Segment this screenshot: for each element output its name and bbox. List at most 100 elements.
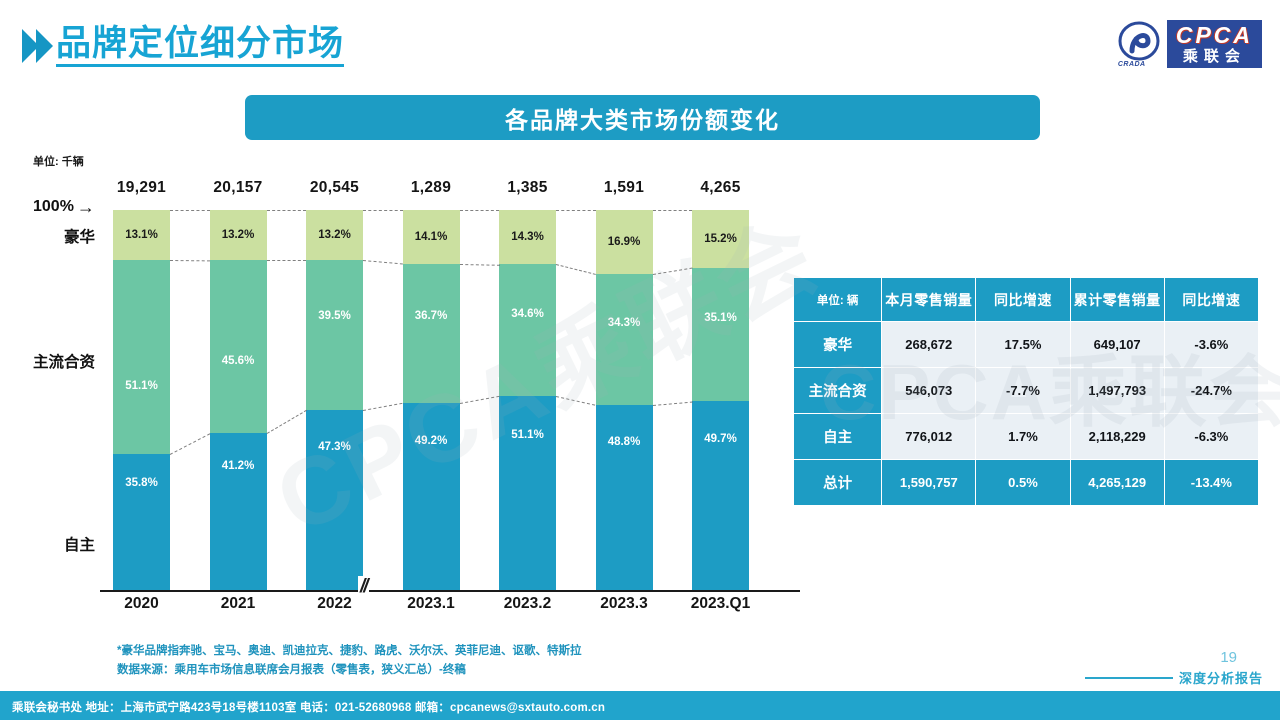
- footer-contact-text: 乘联会秘书处 地址：上海市武宁路423号18号楼1103室 电话：021-526…: [12, 701, 606, 714]
- axis-100-text: 100%: [33, 198, 74, 215]
- bar-segment-joint: 39.5%: [306, 260, 363, 411]
- cpca-logo: CRADA CPCA 乘联会: [1117, 20, 1262, 69]
- x-axis-tick-label: 2023.2: [503, 595, 552, 612]
- bar-column: 4,265 15.2% 35.1% 49.7%: [692, 179, 749, 590]
- bar-segment-label: 49.7%: [704, 433, 737, 446]
- table-cell: -24.7%: [1163, 367, 1260, 414]
- logo-wordmark: CPCA 乘联会: [1166, 20, 1262, 69]
- bar-total-label: 20,545: [309, 179, 360, 196]
- bar-column: 20,545 13.2% 39.5% 47.3%: [306, 179, 363, 590]
- table-cell: 776,012: [881, 413, 977, 460]
- table-cell: -6.3%: [1163, 413, 1260, 460]
- bar-column: 1,591 16.9% 34.3% 48.8%: [595, 179, 653, 590]
- segment-connector-line: [363, 210, 403, 211]
- segment-connector-line: [459, 395, 500, 405]
- logo-brand-text: CPCA: [1175, 22, 1253, 48]
- bar-segment-luxury: 15.2%: [692, 210, 749, 268]
- bar-segment-luxury: 13.2%: [209, 210, 267, 261]
- bar-column: 19,291 13.1% 51.1% 35.8%: [113, 179, 170, 590]
- slide-tag-row: 深度分析报告: [1084, 668, 1263, 687]
- table-row: 主流合资 546,073 -7.7% 1,497,793 -24.7%: [792, 367, 1260, 414]
- category-label-joint: 主流合资: [32, 354, 95, 371]
- bar-segment-own: 51.1%: [499, 395, 556, 590]
- bar-segment-label: 16.9%: [607, 236, 641, 249]
- bar-segment-label: 45.6%: [221, 355, 255, 368]
- bar-segment-own: 49.2%: [402, 403, 460, 590]
- bar-segment-joint: 45.6%: [209, 260, 267, 434]
- bar-segment-label: 36.7%: [414, 309, 448, 322]
- table-row-label: 主流合资: [792, 367, 883, 414]
- bar-segment-label: 15.2%: [704, 232, 737, 245]
- segment-connector-line: [652, 210, 692, 211]
- table-cell: 2,118,229: [1069, 413, 1165, 460]
- segment-connector-line: [459, 210, 499, 211]
- bar-segment-label: 49.2%: [414, 434, 448, 447]
- bar-segment-luxury: 14.1%: [402, 210, 460, 264]
- right-arrow-icon: →: [76, 197, 95, 217]
- table-row: 豪华 268,672 17.5% 649,107 -3.6%: [792, 321, 1260, 368]
- bar-segment-luxury: 13.2%: [306, 210, 363, 261]
- table-cell: 1,497,793: [1069, 367, 1165, 414]
- segment-connector-line: [362, 403, 403, 412]
- bar-column: 1,289 14.1% 36.7% 49.2%: [402, 179, 460, 590]
- slide-meta: 19 深度分析报告: [1084, 649, 1263, 687]
- footer-rule: [0, 691, 1280, 693]
- x-axis-tick-label: 2020: [124, 595, 159, 612]
- table-row-label: 豪华: [792, 321, 883, 368]
- page-header: 品牌定位细分市场: [22, 24, 345, 68]
- slide-number: 19: [1220, 649, 1237, 666]
- bar-segment-label: 51.1%: [511, 428, 544, 441]
- bar-total-label: 1,385: [507, 179, 548, 196]
- bar-segment-label: 35.8%: [125, 477, 158, 490]
- bar-segment-joint: 36.7%: [402, 263, 460, 404]
- chart-banner-title: 各品牌大类市场份额变化: [505, 106, 780, 133]
- bar-segment-label: 47.3%: [318, 440, 351, 453]
- summary-table: 单位: 辆 本月零售销量 同比增速 累计零售销量 同比增速 豪华 268,672 1…: [792, 277, 1260, 506]
- bar-total-label: 19,291: [116, 179, 167, 196]
- chart-title-banner: 各品牌大类市场份额变化: [245, 95, 1040, 140]
- bar-total-label: 1,289: [410, 179, 452, 196]
- x-axis-tick-label: 2021: [220, 595, 256, 612]
- bar-segment-joint: 35.1%: [692, 267, 749, 402]
- bar-total-label: 1,591: [603, 179, 645, 196]
- category-label-own: 自主: [63, 537, 95, 554]
- bar-column: 1,385 14.3% 34.6% 51.1%: [499, 179, 556, 590]
- table-col-month-sales: 本月零售销量: [881, 277, 977, 322]
- segment-connector-line: [169, 259, 210, 262]
- footer-bar: 乘联会秘书处 地址：上海市武宁路423号18号楼1103室 电话：021-526…: [0, 693, 1280, 720]
- bar-segment-joint: 34.6%: [499, 264, 556, 396]
- table-cell: 1,590,757: [881, 459, 977, 506]
- bar-segment-label: 34.6%: [511, 307, 544, 320]
- crada-text: CRADA: [1117, 61, 1146, 69]
- bar-segment-own: 35.8%: [113, 453, 170, 590]
- table-cell: -3.6%: [1163, 321, 1260, 368]
- x-axis-tick-label: 2022: [317, 595, 352, 612]
- bar-segment-label: 34.3%: [607, 317, 641, 330]
- bar-segment-label: 13.2%: [221, 229, 255, 242]
- table-col-month-yoy: 同比增速: [975, 277, 1071, 322]
- segment-connector-line: [266, 410, 307, 435]
- bar-segment-luxury: 16.9%: [595, 210, 653, 275]
- table-cell: 1.7%: [975, 413, 1071, 460]
- x-axis-tick-label: 2023.3: [600, 595, 648, 612]
- table-header-row: 单位: 辆 本月零售销量 同比增速 累计零售销量 同比增速: [792, 277, 1260, 322]
- segment-connector-line: [266, 260, 306, 262]
- footnote-line-1: *豪华品牌指奔驰、宝马、奥迪、凯迪拉克、捷豹、路虎、沃尔沃、英菲尼迪、讴歌、特斯…: [117, 645, 582, 657]
- table-cell: 0.5%: [975, 459, 1071, 506]
- bar-segment-own: 47.3%: [306, 410, 363, 590]
- table-cell: 268,672: [881, 321, 977, 368]
- table-cell: 17.5%: [975, 321, 1071, 368]
- table-header: 单位: 辆 本月零售销量 同比增速 累计零售销量 同比增速: [792, 277, 1260, 322]
- bar-segment-label: 51.1%: [125, 380, 158, 393]
- bar-segment-luxury: 13.1%: [113, 210, 170, 260]
- chart-plot-area: 19,291 13.1% 51.1% 35.8% 20,157 13.2% 45.6% 41.…: [100, 179, 800, 590]
- segment-connector-line: [556, 210, 596, 211]
- bar-total-label: 20,157: [213, 179, 263, 196]
- cpca-swirl-icon: [1118, 21, 1160, 61]
- table-cell: 649,107: [1069, 321, 1165, 368]
- bar-segment-own: 48.8%: [595, 404, 653, 590]
- table-row: 总计 1,590,757 0.5% 4,265,129 -13.4%: [792, 459, 1260, 506]
- table-col-cum-sales: 累计零售销量: [1069, 277, 1165, 322]
- chart-unit-note: 单位: 千辆: [33, 156, 84, 168]
